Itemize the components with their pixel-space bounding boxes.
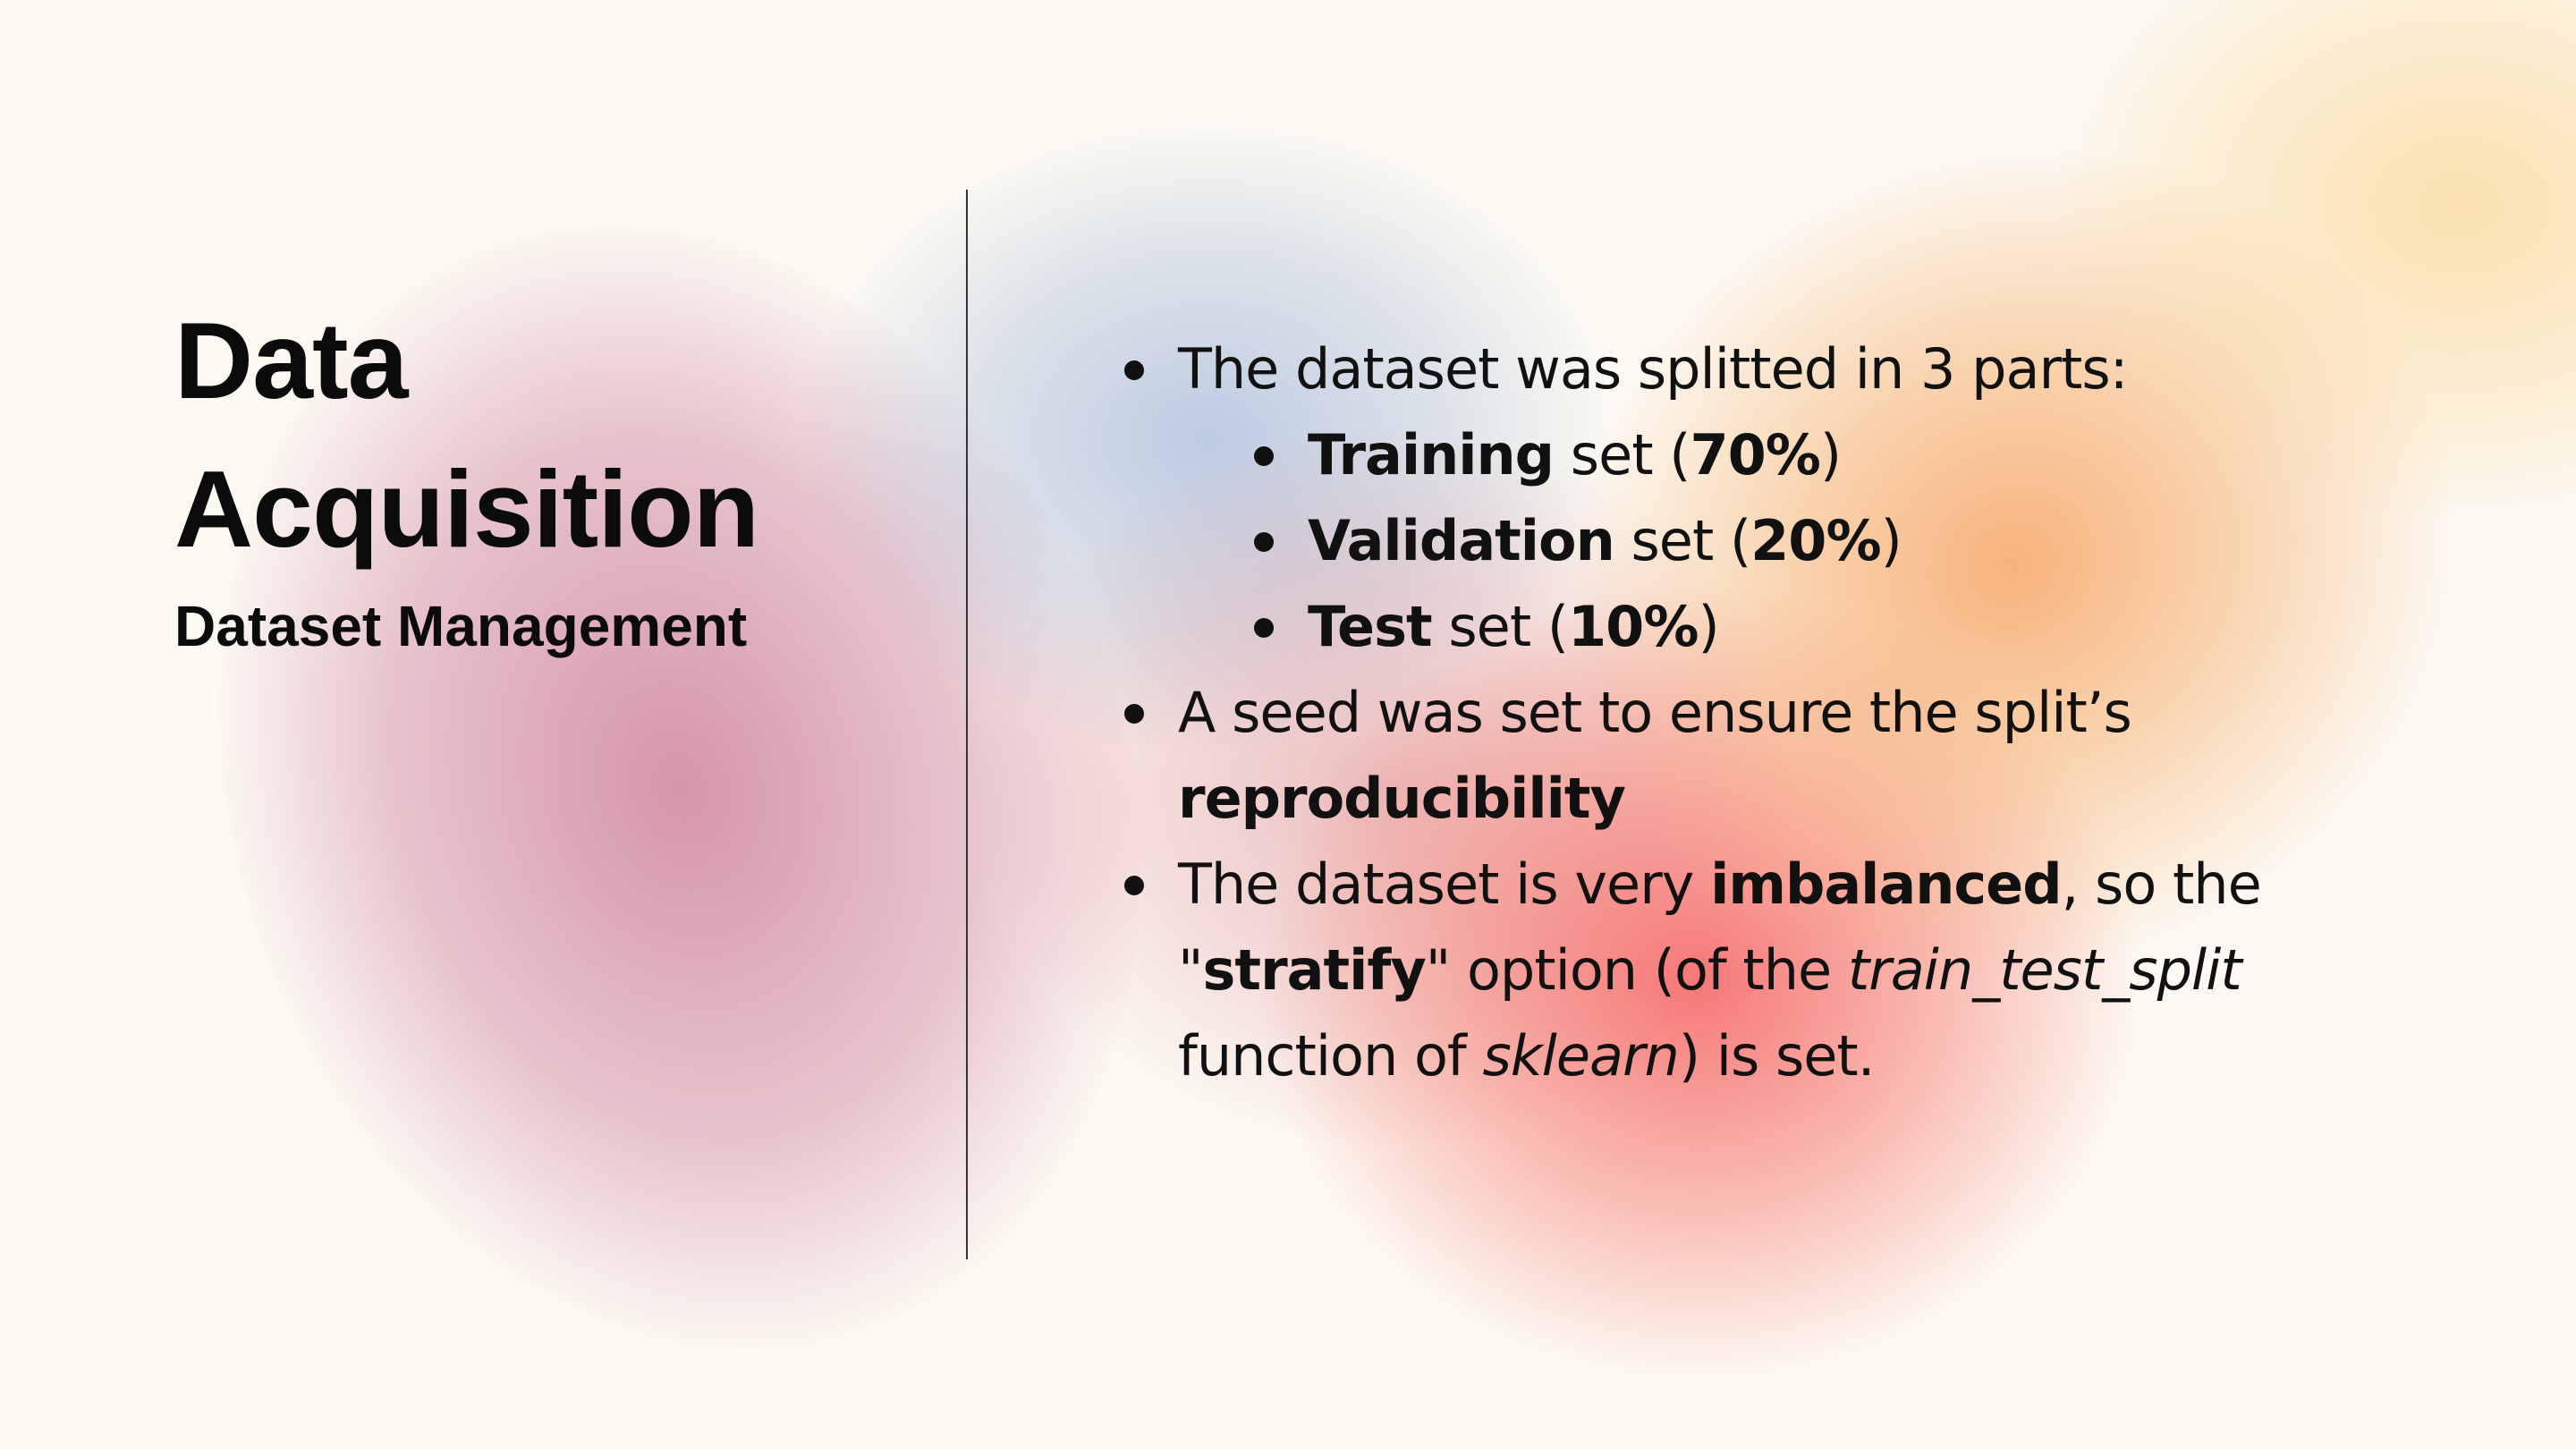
test-percent: 10% [1568, 594, 1699, 659]
vertical-divider [966, 190, 968, 1259]
slide-title-line-1: Data [174, 300, 408, 421]
sub-list-container: Training set (70%) Validation set (20%) … [1123, 412, 2464, 670]
split-intro-text: The dataset was splitted in 3 parts: [1178, 336, 2129, 402]
imbalanced-text-1: The dataset is very [1178, 852, 1694, 917]
slide-subtitle: Dataset Management [174, 594, 748, 658]
validation-set-word: set [1631, 508, 1715, 573]
training-name: Training [1308, 422, 1555, 487]
imbalanced-bold: imbalanced [1710, 852, 2062, 917]
library-name: sklearn [1482, 1023, 1679, 1089]
bullet-seed: A seed was set to ensure the split’s rep… [1123, 670, 2464, 842]
seed-bold-text: reproducibility [1178, 766, 1626, 831]
bullet-list-panel: The dataset was splitted in 3 parts: Tra… [1123, 326, 2464, 1099]
test-set-word: set [1448, 594, 1531, 659]
bullet-training: Training set (70%) [1252, 412, 2464, 498]
imbalanced-text-3: option (of the [1467, 937, 1832, 1003]
training-percent: 70% [1690, 422, 1820, 487]
seed-text: A seed was set to ensure the split’s [1178, 680, 2132, 745]
imbalanced-text-2: , so the [2061, 852, 2262, 917]
training-set-word: set [1570, 422, 1654, 487]
stratify-bold: stratify [1202, 937, 1427, 1003]
validation-name: Validation [1308, 508, 1615, 573]
bullet-test: Test set (10%) [1252, 584, 2464, 670]
test-name: Test [1308, 594, 1433, 659]
imbalanced-text-4: function of [1178, 1023, 1467, 1089]
slide-title-line-2: Acquisition [174, 448, 759, 570]
main-bullet-list: The dataset was splitted in 3 parts: Tra… [1123, 326, 2464, 1099]
function-name: train_test_split [1847, 937, 2242, 1003]
bullet-split: The dataset was splitted in 3 parts: [1123, 326, 2464, 412]
imbalanced-text-5: ) is set. [1678, 1023, 1876, 1089]
slide-title: Data Acquisition [174, 286, 944, 583]
split-sub-list: Training set (70%) Validation set (20%) … [1123, 412, 2464, 670]
title-block: Data Acquisition Dataset Management [174, 286, 944, 662]
bullet-validation: Validation set (20%) [1252, 498, 2464, 584]
validation-percent: 20% [1750, 508, 1881, 573]
bullet-imbalanced: The dataset is very imbalanced, so the "s… [1123, 842, 2464, 1099]
